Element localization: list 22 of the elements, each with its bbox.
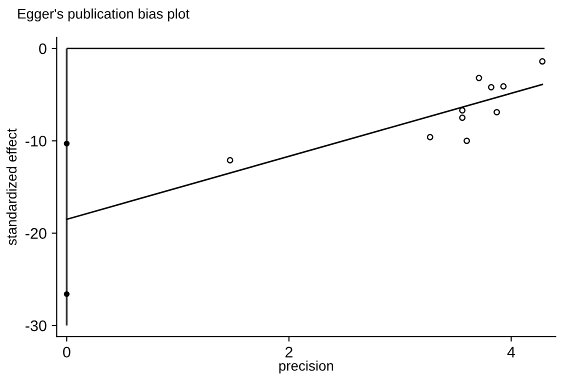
y-tick-label: 0: [39, 43, 46, 54]
y-axis-title: standardized effect: [6, 128, 17, 246]
y-tick-label: -20: [26, 228, 46, 239]
x-axis-title: precision: [279, 360, 334, 374]
x-tick-label: 0: [63, 346, 70, 358]
point: [464, 138, 470, 144]
point: [494, 108, 500, 116]
point: [226, 156, 234, 164]
point: [459, 107, 466, 114]
point: [64, 140, 70, 146]
y-tick-label: -30: [26, 320, 46, 332]
point: [500, 83, 507, 90]
y-tick-label: -10: [26, 136, 46, 147]
point: [64, 291, 70, 298]
point: [539, 58, 546, 65]
x-tick-label: 4: [507, 346, 516, 358]
point: [459, 114, 466, 121]
point: [488, 84, 494, 90]
chart-title: Egger's publication bias plot: [18, 8, 190, 22]
point: [476, 74, 482, 82]
point: [426, 134, 434, 140]
x-tick-label: 2: [285, 346, 292, 358]
